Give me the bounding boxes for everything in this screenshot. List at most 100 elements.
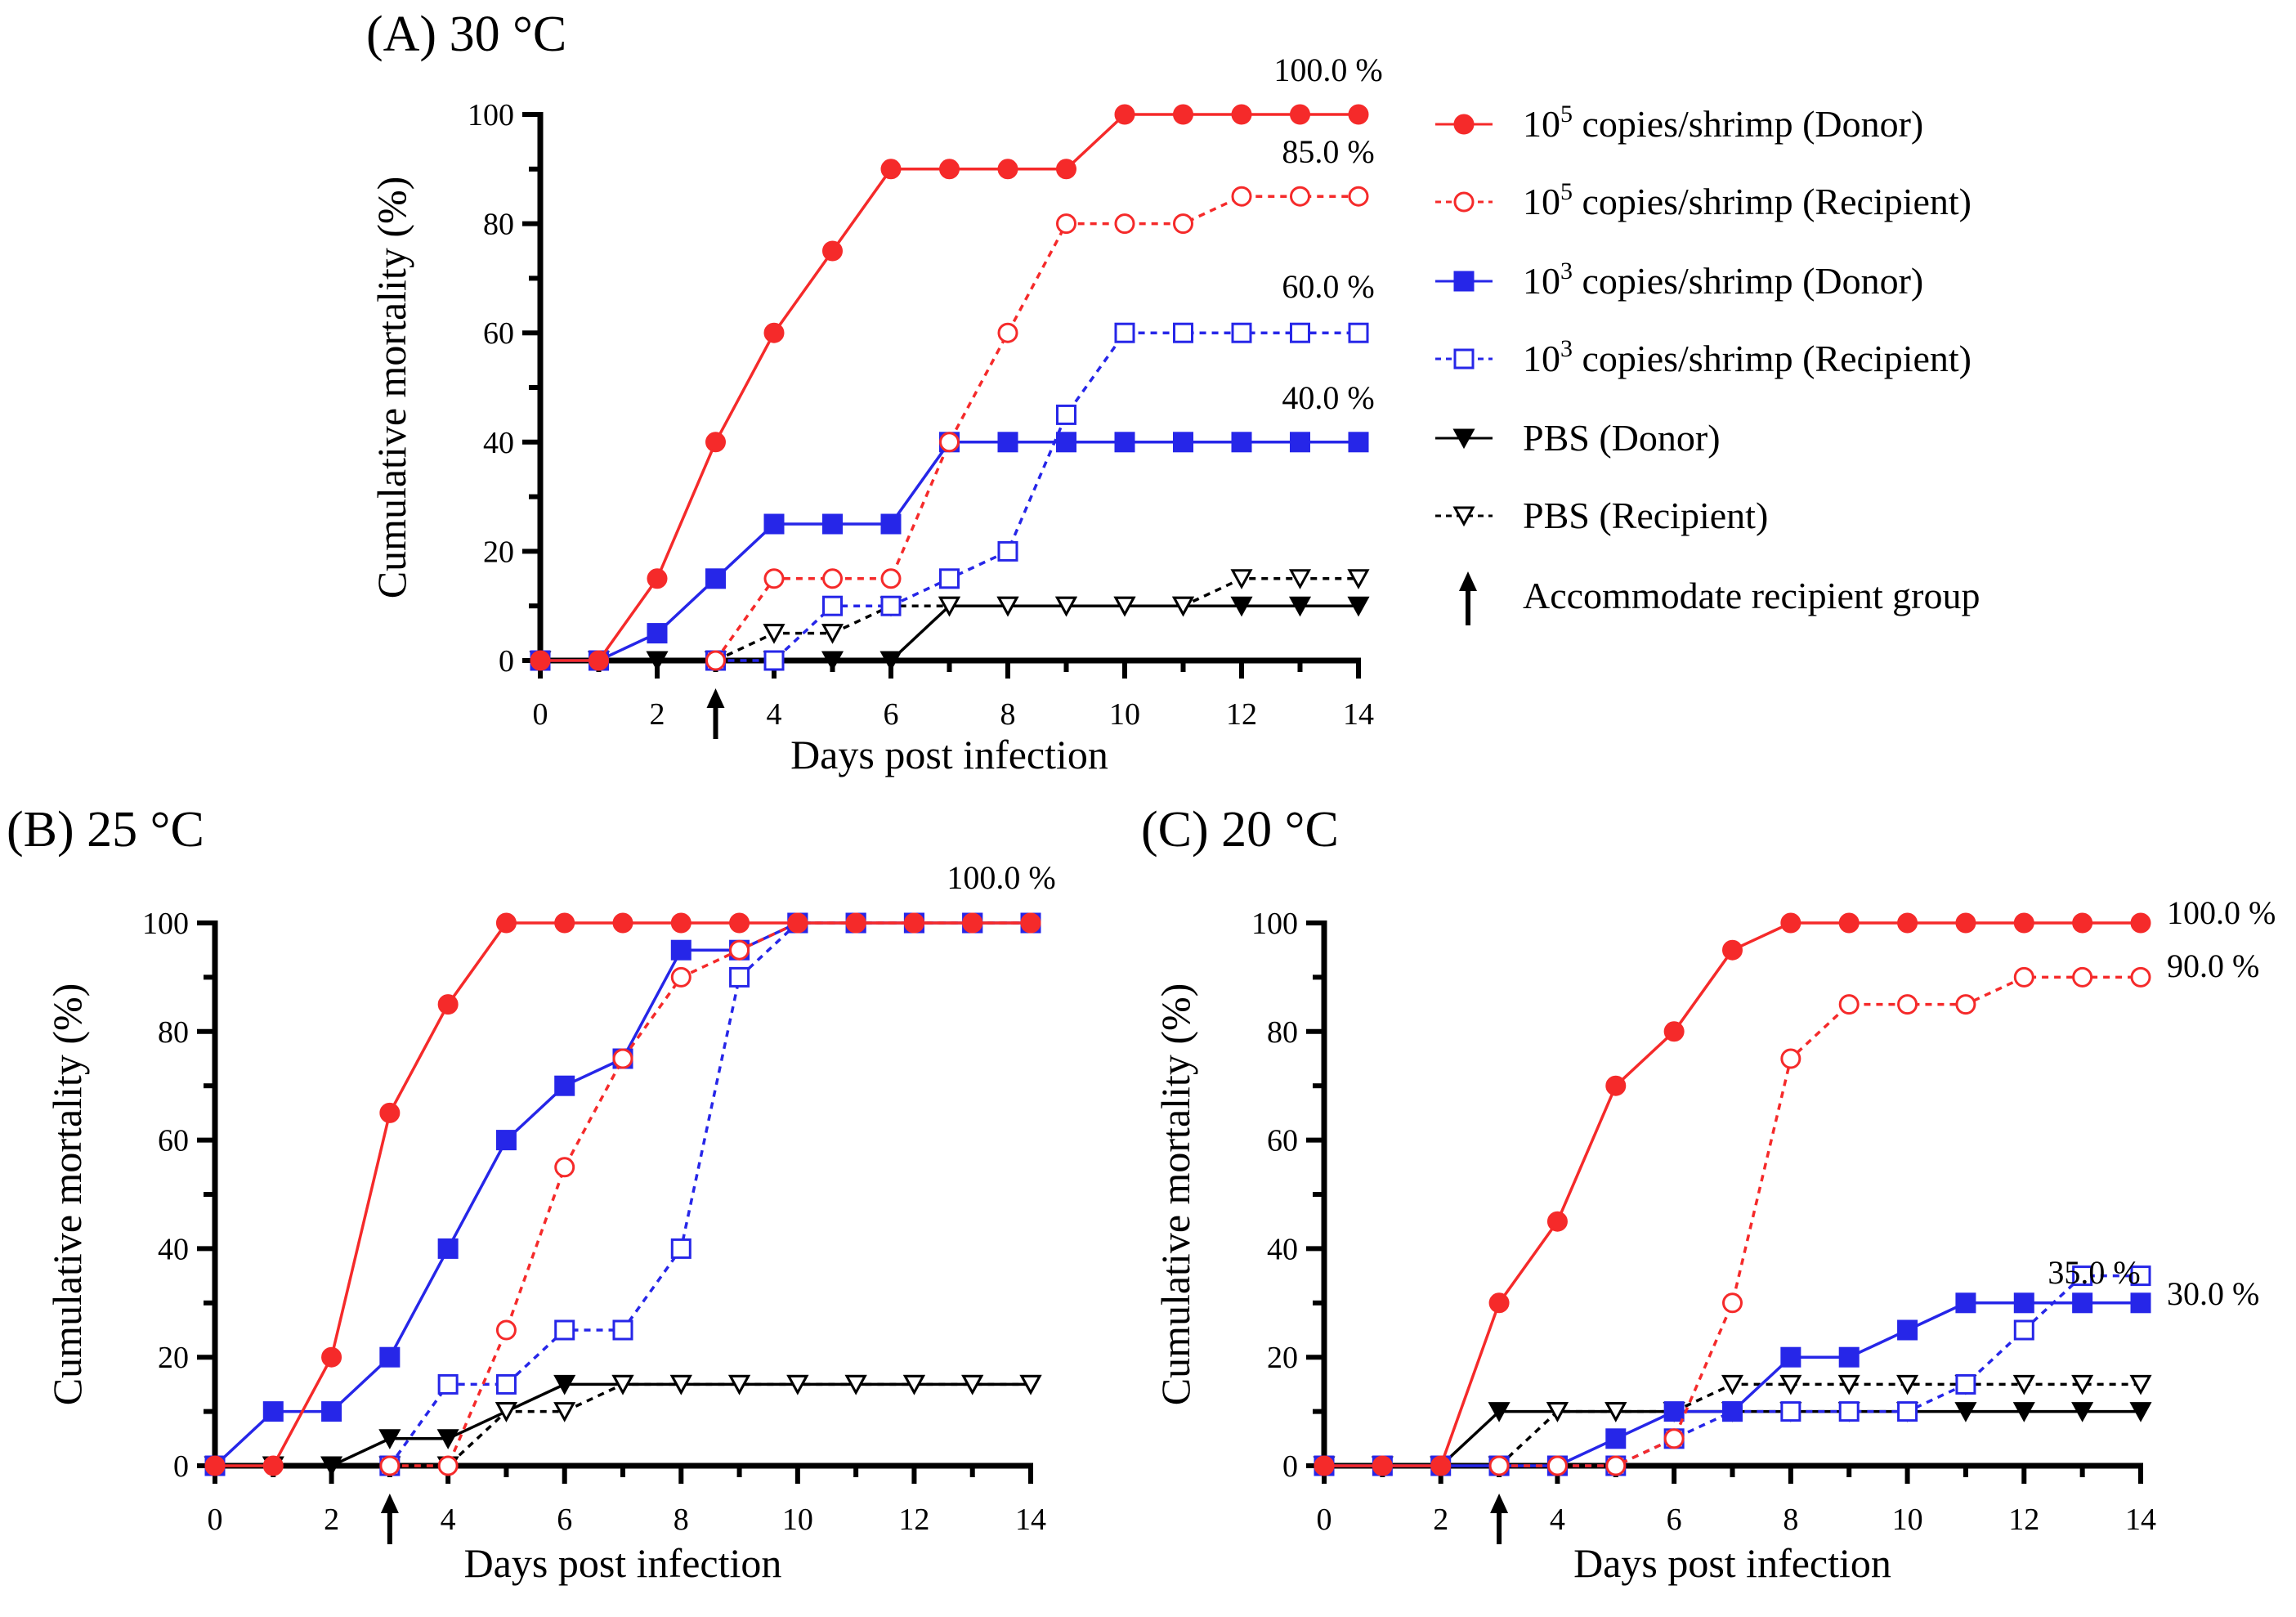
data-point: [379, 1102, 401, 1123]
legend-label-base: 10: [1523, 103, 1560, 145]
legend-marker: [1453, 271, 1475, 292]
data-point: [997, 432, 1018, 453]
x-tick-label: 8: [674, 1503, 689, 1537]
data-point: [1173, 322, 1193, 343]
data-point: [1955, 1373, 1976, 1395]
data-point: [1056, 432, 1076, 453]
arrow-up-icon: [706, 688, 725, 708]
data-point: [1838, 1346, 1860, 1368]
chart-title: (B) 25 °C: [7, 802, 204, 858]
x-axis-title: Days post infection: [1573, 1540, 1891, 1586]
data-point: [1290, 104, 1310, 125]
data-point: [1722, 1401, 1743, 1422]
data-point: [1288, 569, 1312, 589]
arrow-up-icon: [1459, 571, 1477, 591]
data-point: [1290, 186, 1310, 207]
data-point: [729, 939, 750, 961]
series-blue-donor: [530, 432, 1369, 671]
x-tick-label: 2: [650, 697, 665, 732]
data-point: [1231, 432, 1252, 453]
series-red-donor: [204, 912, 1041, 1476]
data-point: [1954, 1402, 1977, 1422]
data-point: [844, 1374, 867, 1395]
series-pbs-recipient: [1488, 1374, 2152, 1477]
data-point: [611, 1374, 634, 1395]
x-tick-label: 14: [1343, 697, 1374, 732]
data-point: [2130, 966, 2151, 988]
series-red-donor: [1314, 912, 2151, 1476]
x-tick-label: 6: [557, 1503, 572, 1537]
data-point: [962, 912, 983, 934]
data-point: [1721, 1374, 1744, 1395]
data-point: [437, 1238, 459, 1259]
y-tick-label: 40: [1267, 1232, 1298, 1266]
y-tick-label: 80: [1267, 1015, 1298, 1050]
data-point: [1605, 1428, 1627, 1449]
data-point: [1955, 912, 1976, 934]
x-tick-label: 0: [533, 697, 548, 732]
data-point: [1173, 213, 1193, 235]
data-point: [647, 568, 668, 589]
series-line: [714, 195, 1358, 662]
y-tick-label: 100: [1251, 907, 1298, 941]
y-tick-label: 0: [499, 644, 514, 679]
data-point: [1546, 1402, 1569, 1422]
end-value-label: 100.0 %: [1273, 52, 1382, 88]
x-tick-label: 8: [1783, 1503, 1798, 1537]
data-point: [2129, 1402, 2152, 1422]
x-tick-label: 8: [1000, 697, 1016, 732]
legend-label: Accommodate recipient group: [1523, 575, 1980, 616]
data-point: [1780, 912, 1801, 934]
data-point: [996, 596, 1019, 617]
data-point: [997, 159, 1018, 180]
data-point: [321, 1346, 342, 1368]
data-point: [436, 1429, 459, 1449]
legend-item-blue-recipient: 103 copies/shrimp (Recipient): [1435, 335, 1972, 379]
data-point: [845, 912, 866, 934]
data-point: [763, 322, 785, 343]
y-tick-label: 40: [158, 1232, 189, 1266]
data-point: [647, 623, 668, 644]
legend-label-base: Accommodate recipient group: [1523, 575, 1980, 616]
legend-label-base: 10: [1523, 260, 1560, 302]
y-tick-label: 60: [158, 1124, 189, 1158]
data-point: [1347, 596, 1370, 617]
data-point: [902, 1374, 925, 1395]
data-point: [1114, 104, 1135, 125]
data-point: [2130, 1265, 2151, 1287]
data-point: [1546, 1455, 1568, 1476]
y-tick-label: 0: [173, 1449, 189, 1484]
y-tick-label: 20: [483, 535, 514, 569]
data-point: [1955, 1292, 1976, 1314]
data-point: [1290, 432, 1310, 453]
data-point: [938, 596, 961, 617]
data-point: [670, 912, 691, 934]
data-point: [612, 912, 633, 934]
x-tick-label: 4: [1550, 1503, 1565, 1537]
data-point: [1663, 1021, 1685, 1042]
legend-label-rest: copies/shrimp (Donor): [1573, 103, 1923, 145]
data-point: [1348, 322, 1369, 343]
end-value-label: 85.0 %: [1282, 133, 1374, 170]
data-point: [763, 568, 785, 589]
x-axis-title: Days post infection: [790, 732, 1108, 777]
series-line: [715, 331, 1358, 662]
legend-label-rest: copies/shrimp (Donor): [1573, 260, 1923, 302]
legend: 105 copies/shrimp (Donor)105 copies/shri…: [1435, 101, 1980, 625]
y-axis-title: Cumulative mortality (%): [44, 983, 90, 1406]
data-point: [729, 912, 750, 934]
series-red-donor: [530, 104, 1369, 671]
legend-marker: [1453, 191, 1475, 213]
y-tick-label: 60: [1267, 1124, 1298, 1158]
data-point: [880, 513, 902, 535]
data-point: [1348, 186, 1369, 207]
x-axis-title: Days post infection: [464, 1540, 782, 1586]
data-point: [1113, 596, 1136, 617]
data-point: [822, 513, 843, 535]
y-tick-label: 20: [158, 1341, 189, 1375]
data-point: [822, 568, 843, 589]
data-point: [822, 240, 843, 262]
data-point: [705, 568, 726, 589]
data-point: [437, 1455, 459, 1476]
data-point: [787, 912, 808, 934]
